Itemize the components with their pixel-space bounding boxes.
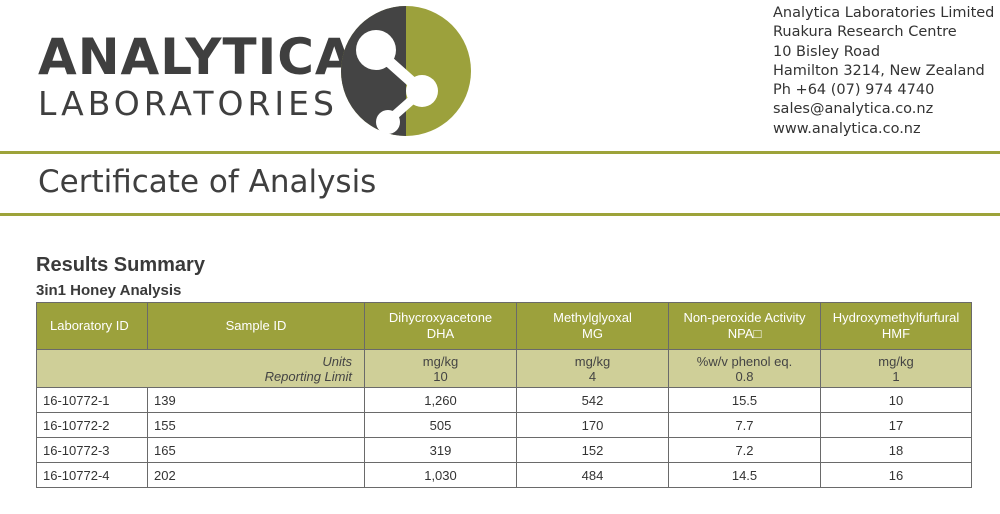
- address-building: Ruakura Research Centre: [773, 24, 957, 41]
- cell-dha: 1,260: [364, 387, 517, 413]
- address-phone: Ph +64 (07) 974 4740: [773, 82, 935, 99]
- unit-npa: %w/v phenol eq.: [696, 353, 793, 369]
- header-npa: Non-peroxide Activity NPA□: [668, 302, 821, 350]
- header-dha-abbr: DHA: [426, 326, 455, 341]
- units-label: Units: [322, 353, 352, 369]
- header-npa-name: Non-peroxide Activity: [683, 310, 806, 325]
- cell-laboratory-id: 16-10772-1: [36, 387, 148, 413]
- cell-sample-id: 139: [147, 387, 365, 413]
- address-city: Hamilton 3214, New Zealand: [773, 62, 985, 79]
- cell-hmf: 18: [820, 437, 972, 463]
- subsection-title: 3in1 Honey Analysis: [36, 282, 182, 299]
- limit-dha: 10: [433, 368, 448, 384]
- header-divider: [0, 151, 1000, 154]
- limit-mg: 4: [588, 368, 597, 384]
- address-street: 10 Bisley Road: [773, 43, 881, 60]
- meta-hmf: mg/kg 1: [820, 349, 972, 388]
- header-mg: Methylglyoxal MG: [516, 302, 669, 350]
- header-sample-id: Sample ID: [147, 302, 365, 350]
- header-mg-abbr: MG: [582, 326, 603, 341]
- cell-mg: 170: [516, 412, 669, 438]
- cell-laboratory-id: 16-10772-2: [36, 412, 148, 438]
- unit-dha: mg/kg: [422, 353, 459, 369]
- cell-hmf: 17: [820, 412, 972, 438]
- cell-dha: 1,030: [364, 462, 517, 488]
- cell-dha: 319: [364, 437, 517, 463]
- cell-sample-id: 202: [147, 462, 365, 488]
- cell-npa: 14.5: [668, 462, 821, 488]
- cell-mg: 484: [516, 462, 669, 488]
- logo-wordmark: ANALYTICA: [38, 28, 355, 86]
- table-header-row: Laboratory ID Sample ID Dihycroxyacetone…: [36, 302, 972, 350]
- cell-hmf: 16: [820, 462, 972, 488]
- certificate-title: Certificate of Analysis: [38, 164, 377, 200]
- unit-mg: mg/kg: [574, 353, 611, 369]
- company-logo: ANALYTICA LABORATORIES: [0, 0, 500, 150]
- reporting-limit-label: Reporting Limit: [264, 368, 352, 384]
- cell-npa: 15.5: [668, 387, 821, 413]
- molecule-logo-icon: [341, 6, 471, 136]
- cell-npa: 7.7: [668, 412, 821, 438]
- cell-npa: 7.2: [668, 437, 821, 463]
- address-company-name: Analytica Laboratories Limited: [773, 5, 995, 21]
- logo-subtitle: LABORATORIES: [38, 84, 338, 123]
- unit-hmf: mg/kg: [878, 353, 914, 369]
- table-row: 16-10772-3 165 319 152 7.2 18: [36, 437, 972, 463]
- meta-mg: mg/kg 4: [516, 349, 669, 388]
- header-hmf: Hydroxymethylfurfural HMF: [820, 302, 972, 350]
- address-email[interactable]: sales@analytica.co.nz: [773, 101, 934, 118]
- cell-mg: 542: [516, 387, 669, 413]
- cell-dha: 505: [364, 412, 517, 438]
- address-website[interactable]: www.analytica.co.nz: [773, 120, 921, 137]
- meta-dha: mg/kg 10: [364, 349, 517, 388]
- header-mg-name: Methylglyoxal: [553, 310, 632, 325]
- table-row: 16-10772-2 155 505 170 7.7 17: [36, 412, 972, 438]
- title-divider: [0, 213, 1000, 216]
- units-row: Units Reporting Limit mg/kg 10 mg/kg 4 %…: [36, 349, 972, 388]
- limit-npa: 0.8: [735, 368, 754, 384]
- cell-mg: 152: [516, 437, 669, 463]
- cell-laboratory-id: 16-10772-3: [36, 437, 148, 463]
- header-dha-name: Dihycroxyacetone: [388, 310, 493, 325]
- header-dha: Dihycroxyacetone DHA: [364, 302, 517, 350]
- section-title: Results Summary: [36, 254, 205, 276]
- meta-npa: %w/v phenol eq. 0.8: [668, 349, 821, 388]
- cell-laboratory-id: 16-10772-4: [36, 462, 148, 488]
- results-table: Laboratory ID Sample ID Dihycroxyacetone…: [36, 302, 972, 488]
- header-npa-abbr: NPA□: [727, 326, 762, 341]
- header-hmf-abbr: HMF: [881, 326, 911, 341]
- header-hmf-name: Hydroxymethylfurfural: [832, 310, 960, 325]
- company-address: Analytica Laboratories Limited Ruakura R…: [773, 4, 994, 139]
- header-laboratory-id: Laboratory ID: [36, 302, 148, 350]
- cell-sample-id: 165: [147, 437, 365, 463]
- cell-hmf: 10: [820, 387, 972, 413]
- units-label-cell: Units Reporting Limit: [36, 349, 365, 388]
- table-row: 16-10772-1 139 1,260 542 15.5 10: [36, 387, 972, 413]
- limit-hmf: 1: [892, 368, 900, 384]
- cell-sample-id: 155: [147, 412, 365, 438]
- table-row: 16-10772-4 202 1,030 484 14.5 16: [36, 462, 972, 488]
